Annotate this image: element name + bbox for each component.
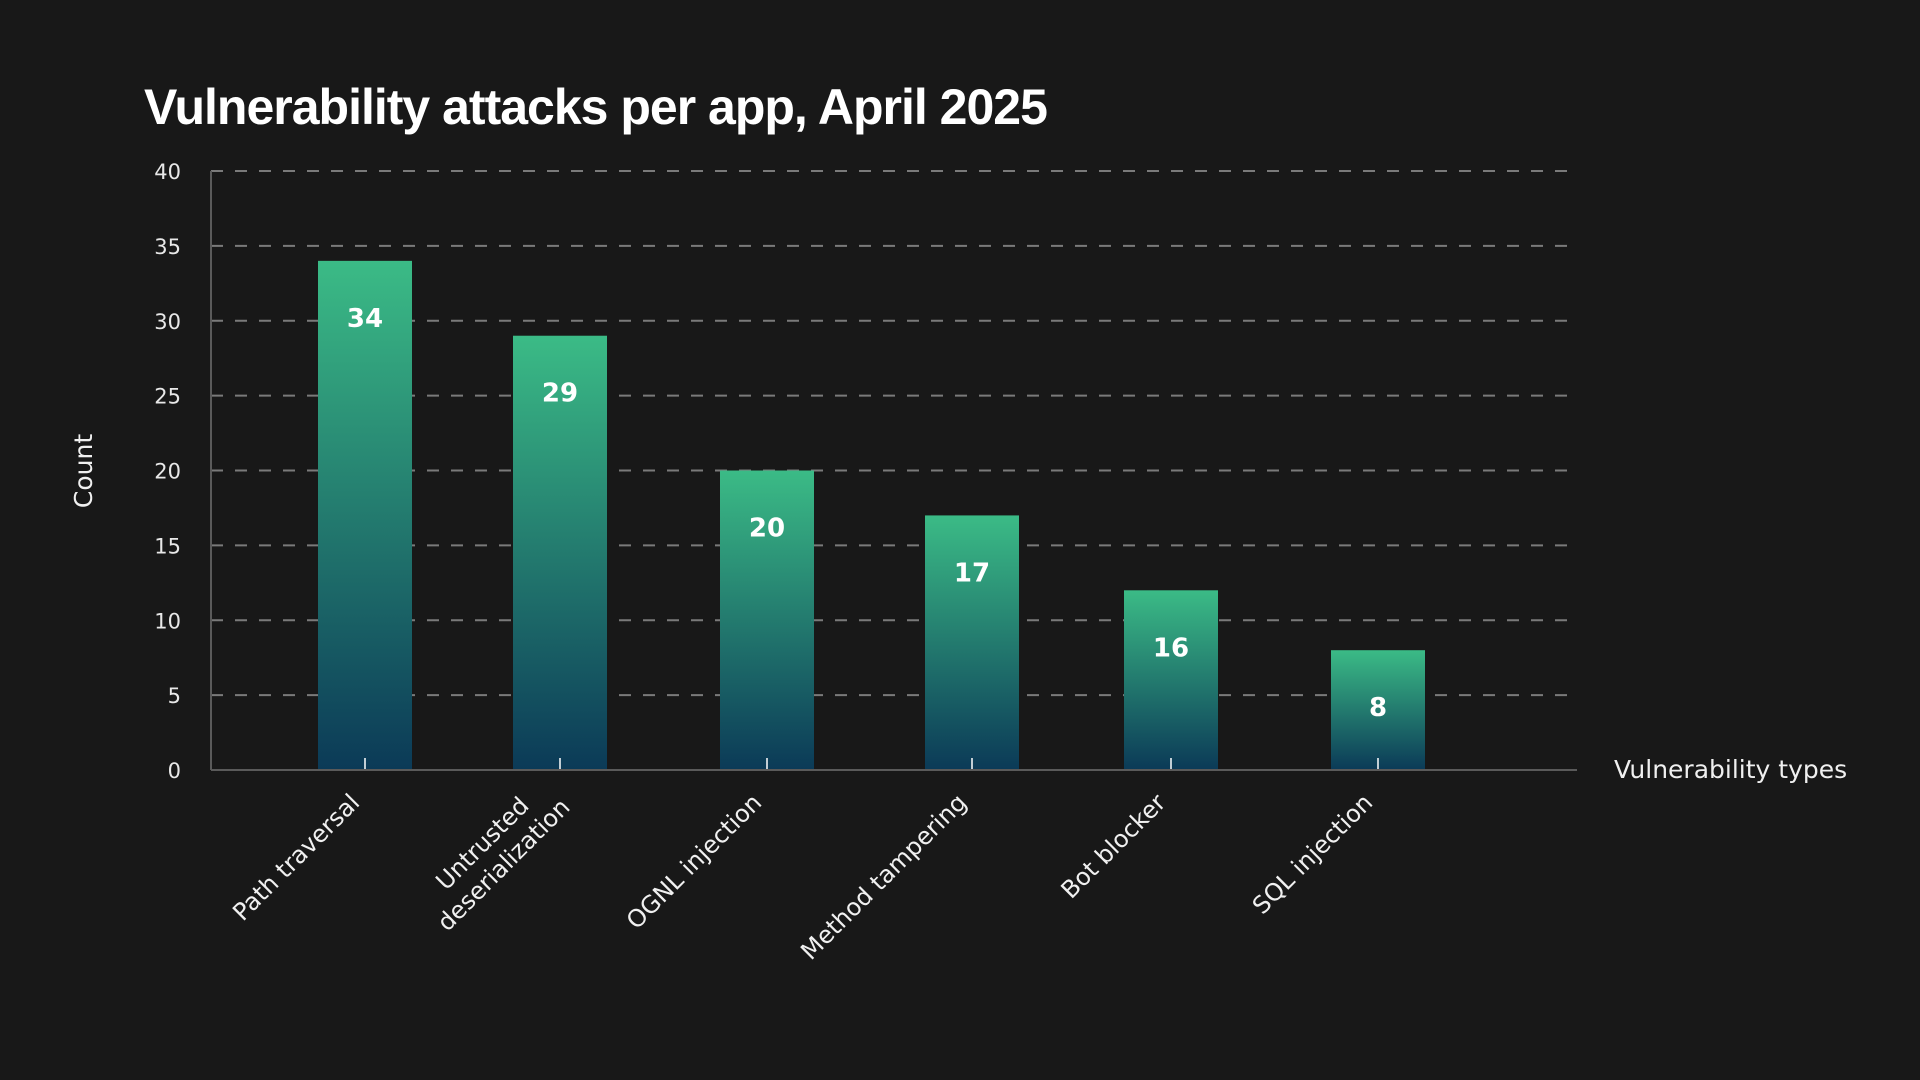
y-tick-label: 5 (168, 684, 181, 708)
y-tick-label: 30 (154, 310, 181, 334)
x-axis-label: Vulnerability types (1614, 755, 1847, 784)
data-label: 16 (1153, 633, 1189, 663)
y-axis-label: Count (69, 434, 98, 508)
y-tick-label: 35 (154, 235, 181, 259)
y-tick-labels: 0 5 10 15 20 25 30 35 40 (154, 160, 181, 783)
bar (513, 335, 607, 770)
y-tick-label: 10 (154, 609, 181, 633)
y-tick-label: 15 (154, 534, 181, 558)
data-label: 20 (749, 514, 785, 544)
bar (318, 260, 412, 770)
data-label: 29 (542, 379, 578, 409)
data-label: 8 (1369, 693, 1387, 723)
data-label: 17 (954, 558, 990, 588)
bar (1124, 590, 1218, 770)
gridlines (211, 170, 1577, 697)
data-label: 34 (347, 304, 383, 334)
y-tick-label: 25 (154, 385, 181, 409)
y-tick-label: 0 (168, 759, 181, 783)
y-tick-label: 40 (154, 160, 181, 184)
bar (1331, 650, 1425, 770)
bar (720, 470, 814, 770)
y-tick-label: 20 (154, 460, 181, 484)
bar (925, 515, 1019, 770)
chart-title: Vulnerability attacks per app, April 202… (144, 79, 1047, 135)
axes (210, 171, 1577, 771)
bars: 34 29 20 17 16 8 (318, 260, 1425, 770)
